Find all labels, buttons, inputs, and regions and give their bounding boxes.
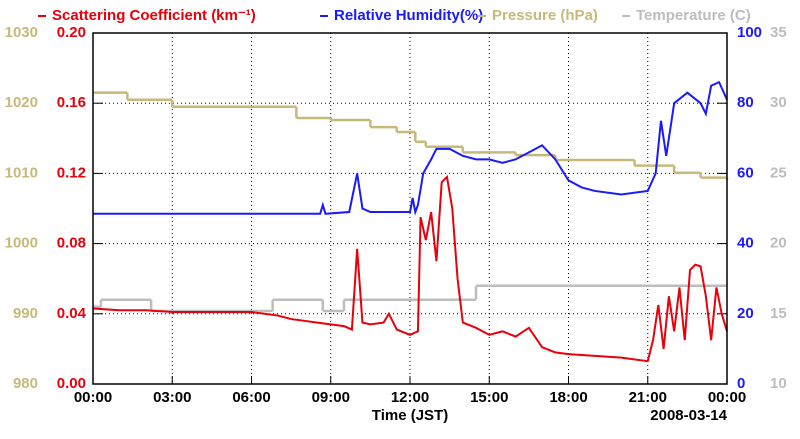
x-tick-label: 06:00 xyxy=(232,389,270,406)
series-line xyxy=(93,80,728,216)
y-tick-label: 0.12 xyxy=(57,164,86,181)
y-tick-label: 25 xyxy=(770,164,787,181)
y-tick-label: 80 xyxy=(737,94,754,111)
y-tick-label: 0.04 xyxy=(57,305,87,322)
x-axis-label: Time (JST) xyxy=(372,407,448,424)
x-tick-label: 21:00 xyxy=(629,389,667,406)
y-tick-label: 30 xyxy=(770,94,787,111)
legend-label: Relative Humidity(%) xyxy=(334,7,483,24)
x-tick-label: 12:00 xyxy=(391,389,429,406)
y-tick-label: 990 xyxy=(13,305,38,322)
y-tick-label: 35 xyxy=(770,24,787,41)
x-tick-label: 03:00 xyxy=(153,389,191,406)
x-tick-label: 09:00 xyxy=(312,389,350,406)
legend-label: Scattering Coefficient (km⁻¹) xyxy=(52,7,256,24)
step-connector xyxy=(126,92,729,180)
y-tick-label: 20 xyxy=(737,305,754,322)
legend-label: Pressure (hPa) xyxy=(492,7,598,24)
plot-frame xyxy=(92,32,728,385)
y-tick-label: 0.00 xyxy=(57,375,86,392)
y-tick-label: 0.08 xyxy=(57,235,86,252)
x-tick-label: 18:00 xyxy=(549,389,587,406)
series-line xyxy=(92,174,728,363)
y-tick-label: 100 xyxy=(737,24,762,41)
x-tick-label: 15:00 xyxy=(470,389,508,406)
x-tick-label: 00:00 xyxy=(708,389,746,406)
y-tick-label: 0.16 xyxy=(57,94,86,111)
y-tick-label: 1030 xyxy=(5,24,38,41)
y-tick-label: 0 xyxy=(737,375,745,392)
y-tick-label: 1020 xyxy=(5,94,38,111)
y-tick-label: 980 xyxy=(13,375,38,392)
x-tick-label: 00:00 xyxy=(74,389,112,406)
y-tick-label: 10 xyxy=(770,375,787,392)
legend-label: Temperature (C) xyxy=(636,7,751,24)
y-tick-label: 1000 xyxy=(5,235,38,252)
y-tick-label: 60 xyxy=(737,164,754,181)
y-tick-label: 40 xyxy=(737,235,754,252)
y-tick-label: 1010 xyxy=(5,164,38,181)
y-tick-label: 0.20 xyxy=(57,24,86,41)
step-connector xyxy=(99,285,478,311)
date-label: 2008-03-14 xyxy=(650,407,727,424)
y-tick-label: 20 xyxy=(770,235,787,252)
y-tick-label: 15 xyxy=(770,305,787,322)
